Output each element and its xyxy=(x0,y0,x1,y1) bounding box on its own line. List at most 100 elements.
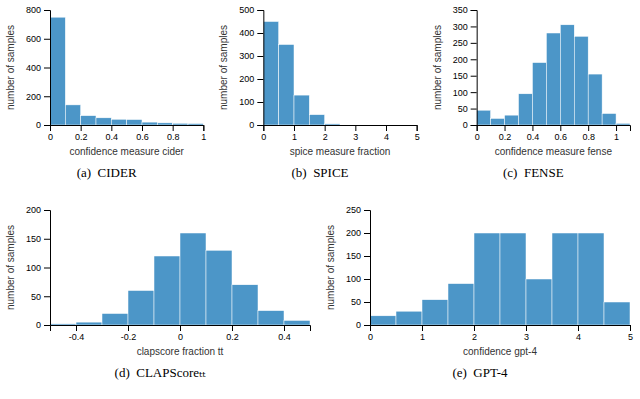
y-tick-label: 200 xyxy=(26,92,41,102)
x-axis: 00.20.40.60.81 xyxy=(48,125,206,142)
bars xyxy=(263,22,340,126)
x-tick-mark xyxy=(417,125,418,131)
y-tick-label: 800 xyxy=(26,5,41,15)
x-tick-label: 0.6 xyxy=(136,132,149,142)
x-tick: -0.4 xyxy=(69,325,85,342)
x-tick: 0 xyxy=(261,125,266,142)
bar xyxy=(188,124,203,125)
subplot-caption: (e) GPT-4 xyxy=(452,365,508,380)
y-tick-label: 350 xyxy=(453,5,468,15)
bar xyxy=(206,250,232,325)
y-tick-label: 500 xyxy=(239,5,254,15)
x-tick: 2 xyxy=(323,125,328,142)
x-tick-label: 0.8 xyxy=(582,132,595,142)
y-tick-mark xyxy=(44,325,50,326)
x-tick-mark xyxy=(532,125,533,131)
y-tick-label: 300 xyxy=(453,22,468,32)
y-tick-mark xyxy=(44,10,50,11)
x-tick-label: 0 xyxy=(48,132,53,142)
y-axis: 050100150200 xyxy=(26,205,51,330)
y-tick-mark xyxy=(471,10,477,11)
y-axis: 0200400600800 xyxy=(26,5,51,130)
y-tick: 0 xyxy=(36,320,50,330)
x-tick: 0.6 xyxy=(136,125,149,142)
y-tick-label: 400 xyxy=(239,28,254,38)
x-tick-label: 0.2 xyxy=(226,332,239,342)
y-tick: 100 xyxy=(26,263,50,273)
bars xyxy=(50,17,203,125)
bar xyxy=(263,22,278,126)
x-tick: 0.4 xyxy=(106,125,119,142)
y-tick: 150 xyxy=(346,251,370,261)
x-tick-mark xyxy=(173,125,174,131)
y-tick-label: 100 xyxy=(239,97,254,107)
x-axis-title: confidence measure cider xyxy=(69,146,184,157)
y-tick-label: 200 xyxy=(346,228,361,238)
bar xyxy=(386,125,401,126)
y-tick-mark xyxy=(257,125,263,126)
bar xyxy=(526,279,552,325)
bar xyxy=(505,115,519,125)
y-tick-label: 250 xyxy=(346,205,361,215)
y-tick-label: 100 xyxy=(453,88,468,98)
x-tick: 4 xyxy=(384,125,389,142)
y-tick-mark xyxy=(44,39,50,40)
bar xyxy=(574,36,588,125)
x-tick-label: -0.2 xyxy=(121,332,137,342)
y-tick: 100 xyxy=(453,88,477,98)
y-tick-mark xyxy=(364,210,370,211)
x-tick-label: 5 xyxy=(415,132,420,142)
y-tick-mark xyxy=(471,26,477,27)
y-tick-label: 300 xyxy=(239,51,254,61)
y-axis: 050100150200250 xyxy=(346,205,371,330)
bar xyxy=(491,118,505,125)
y-tick-label: 150 xyxy=(453,71,468,81)
x-tick: 0.8 xyxy=(167,125,180,142)
x-tick: 1 xyxy=(420,325,425,342)
x-tick-mark xyxy=(180,325,181,331)
x-axis-title: confidence measure fense xyxy=(495,146,613,157)
bar xyxy=(279,45,294,126)
bar xyxy=(578,233,604,325)
subplot: -0.4-0.200.20.4050100150200clapscore fra… xyxy=(5,205,311,357)
y-tick-mark xyxy=(364,325,370,326)
y-tick-mark xyxy=(471,59,477,60)
x-axis-line xyxy=(477,126,630,132)
figure: 00.20.40.60.810200400600800confidence me… xyxy=(0,0,640,399)
x-tick-mark xyxy=(616,125,617,131)
x-tick-mark xyxy=(142,125,143,131)
y-tick-mark xyxy=(257,33,263,34)
y-tick: 0 xyxy=(463,120,477,130)
x-tick-label: 0.2 xyxy=(499,132,512,142)
y-tick-mark xyxy=(44,296,50,297)
bar xyxy=(355,125,370,126)
y-tick: 0 xyxy=(36,120,50,130)
x-tick-mark xyxy=(355,125,356,131)
bar xyxy=(474,233,500,325)
x-tick-label: 1 xyxy=(292,132,297,142)
y-tick-label: 100 xyxy=(26,263,41,273)
bar xyxy=(588,74,602,125)
y-tick-mark xyxy=(44,125,50,126)
y-tick-label: 50 xyxy=(351,297,361,307)
x-tick: 0.2 xyxy=(75,125,88,142)
bar xyxy=(142,122,157,125)
bar xyxy=(518,94,532,125)
x-tick: 0.2 xyxy=(226,325,239,342)
y-tick-mark xyxy=(257,79,263,80)
y-tick-mark xyxy=(44,268,50,269)
y-tick-label: 200 xyxy=(239,74,254,84)
x-tick: 0.4 xyxy=(278,325,291,342)
x-tick-mark xyxy=(505,125,506,131)
bars xyxy=(370,233,630,325)
bar xyxy=(102,314,128,326)
bar xyxy=(604,302,630,325)
bar xyxy=(50,324,76,325)
x-axis: 00.20.40.60.81 xyxy=(475,125,631,142)
y-tick-mark xyxy=(44,96,50,97)
y-tick: 0 xyxy=(356,320,370,330)
y-tick: 600 xyxy=(26,34,50,44)
y-tick-mark xyxy=(364,256,370,257)
bar xyxy=(325,124,340,125)
y-tick: 50 xyxy=(351,297,370,307)
